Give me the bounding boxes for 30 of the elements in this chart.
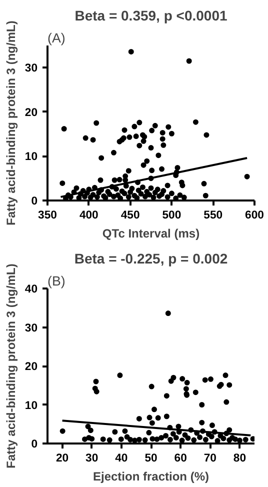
- y-tick-label: 0: [31, 438, 38, 450]
- x-tick-label: 450: [120, 210, 140, 222]
- y-tick-label: 30: [24, 322, 38, 334]
- x-tick-label: 30: [86, 452, 98, 464]
- y-tick-label: 10: [24, 400, 38, 412]
- y-tick-label: 20: [24, 106, 38, 119]
- x-axis-title: Ejection fraction (%): [92, 470, 210, 484]
- x-tick-label: 20: [56, 452, 69, 464]
- chart-title: Beta = 0.359, p <0.0001: [74, 8, 228, 24]
- chart-title: Beta = -0.225, p = 0.002: [74, 250, 228, 266]
- text: (B): [48, 274, 66, 288]
- x-tick-label: 40: [115, 452, 128, 464]
- y-tick-label: 0: [31, 196, 38, 208]
- x-axis-title: QTc Interval (ms): [102, 226, 200, 240]
- x-tick-label: 550: [204, 210, 223, 222]
- y-tick-label: 10: [24, 151, 38, 164]
- y-axis-title: Fatty acid-binding protein 3 (ng/mL): [4, 20, 18, 226]
- x-tick-label: 600: [245, 210, 264, 222]
- x-tick-label: 500: [162, 210, 182, 222]
- y-tick-label: 40: [24, 284, 38, 296]
- y-tick-label: 30: [24, 62, 38, 75]
- y-tick-label: 20: [24, 361, 38, 373]
- annotation: (A): [48, 30, 66, 46]
- x-tick-label: 400: [79, 210, 98, 222]
- x-tick-label: 50: [144, 452, 158, 464]
- y-axis-title: Fatty acid-binding protein 3 (ng/mL): [4, 264, 18, 468]
- x-tick-label: 60: [174, 452, 187, 464]
- x-tick-label: 80: [233, 452, 246, 464]
- x-tick-label: 70: [204, 452, 216, 464]
- x-tick-label: 350: [38, 210, 57, 222]
